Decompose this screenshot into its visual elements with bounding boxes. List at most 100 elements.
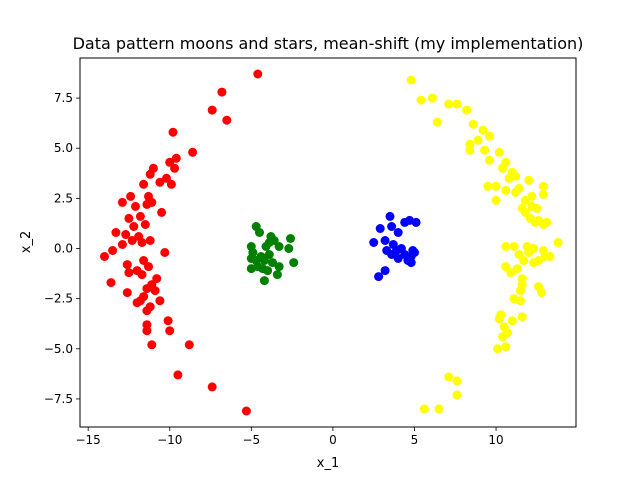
data-point xyxy=(147,340,157,350)
data-point xyxy=(286,234,295,243)
data-point xyxy=(537,288,547,298)
data-point xyxy=(139,256,149,265)
data-point xyxy=(485,155,494,165)
data-point xyxy=(253,69,263,79)
y-tick-label: 5.0 xyxy=(54,141,73,155)
data-point xyxy=(416,95,426,105)
data-point xyxy=(139,179,149,189)
data-point xyxy=(444,99,454,109)
data-point xyxy=(520,207,530,217)
data-point xyxy=(152,274,162,284)
data-point xyxy=(493,344,503,354)
data-point xyxy=(432,117,442,127)
data-point xyxy=(542,217,552,227)
data-point xyxy=(121,230,131,239)
data-point xyxy=(145,169,155,179)
data-point xyxy=(393,228,403,237)
data-point xyxy=(162,173,171,183)
data-point xyxy=(516,296,525,306)
data-point xyxy=(132,298,142,308)
data-point xyxy=(165,157,175,167)
data-point xyxy=(444,372,454,382)
data-point xyxy=(207,105,217,115)
data-point xyxy=(255,228,264,237)
data-point xyxy=(393,254,403,263)
data-point xyxy=(222,115,232,125)
data-point xyxy=(150,286,160,296)
data-point xyxy=(274,262,284,272)
data-point xyxy=(532,203,542,213)
x-tick-label: −10 xyxy=(157,433,182,447)
data-point xyxy=(387,222,397,231)
data-point xyxy=(117,197,127,207)
data-point xyxy=(207,382,217,392)
data-point xyxy=(284,244,294,253)
data-point xyxy=(478,125,488,135)
data-point xyxy=(289,258,299,268)
data-point xyxy=(268,258,277,268)
data-point xyxy=(410,248,419,257)
data-point xyxy=(135,211,145,221)
data-point xyxy=(264,250,274,259)
data-point xyxy=(507,316,517,326)
data-point xyxy=(501,185,511,195)
data-point xyxy=(512,264,522,274)
data-point xyxy=(246,264,256,274)
data-point xyxy=(501,242,511,251)
data-point xyxy=(498,163,508,173)
data-point xyxy=(137,270,147,280)
data-point xyxy=(465,145,475,155)
data-point xyxy=(166,179,176,189)
data-point xyxy=(137,238,147,247)
data-point xyxy=(131,201,140,211)
data-point xyxy=(163,316,173,326)
y-axis-label: x_2 xyxy=(19,231,34,253)
data-point xyxy=(124,268,134,278)
data-point xyxy=(468,119,478,129)
data-point xyxy=(473,135,483,145)
data-point xyxy=(501,262,511,272)
data-point xyxy=(272,270,282,280)
data-point xyxy=(519,256,529,265)
data-point xyxy=(491,195,501,205)
data-point xyxy=(494,314,504,324)
y-tick-label: −7.5 xyxy=(44,392,73,406)
data-point xyxy=(127,236,137,245)
y-tick-label: −2.5 xyxy=(44,292,73,306)
data-point xyxy=(411,217,421,227)
data-point xyxy=(173,370,183,380)
data-point xyxy=(170,163,180,173)
data-point xyxy=(122,288,132,298)
y-ticks: −7.5 −5.0 −2.5 0.0 2.5 5.0 7.5 xyxy=(44,91,80,406)
data-point xyxy=(434,404,444,414)
data-point xyxy=(485,131,494,141)
data-point xyxy=(419,404,429,414)
data-point xyxy=(483,181,493,191)
data-point xyxy=(188,147,198,157)
data-point xyxy=(142,199,152,209)
x-tick-label: 0 xyxy=(329,433,337,447)
data-point xyxy=(491,181,501,191)
data-point xyxy=(553,238,563,247)
data-point xyxy=(427,93,437,103)
chart-title: Data pattern moons and stars, mean-shift… xyxy=(73,34,584,53)
data-point xyxy=(511,171,521,181)
data-point xyxy=(509,242,519,251)
data-point xyxy=(155,296,165,306)
points-layer xyxy=(100,69,563,416)
plot-frame xyxy=(79,57,577,428)
data-point xyxy=(527,191,537,201)
data-point xyxy=(452,390,462,400)
data-point xyxy=(501,342,511,352)
data-point xyxy=(520,195,530,205)
y-tick-label: 0.0 xyxy=(54,242,73,256)
data-point xyxy=(171,153,181,163)
y-tick-label: 2.5 xyxy=(54,191,73,205)
data-point xyxy=(117,240,127,249)
x-tick-label: 5 xyxy=(411,433,419,447)
data-point xyxy=(165,326,175,336)
y-tick-label: 7.5 xyxy=(54,91,73,105)
data-point xyxy=(259,276,269,286)
data-point xyxy=(144,262,153,272)
data-point xyxy=(380,266,390,276)
